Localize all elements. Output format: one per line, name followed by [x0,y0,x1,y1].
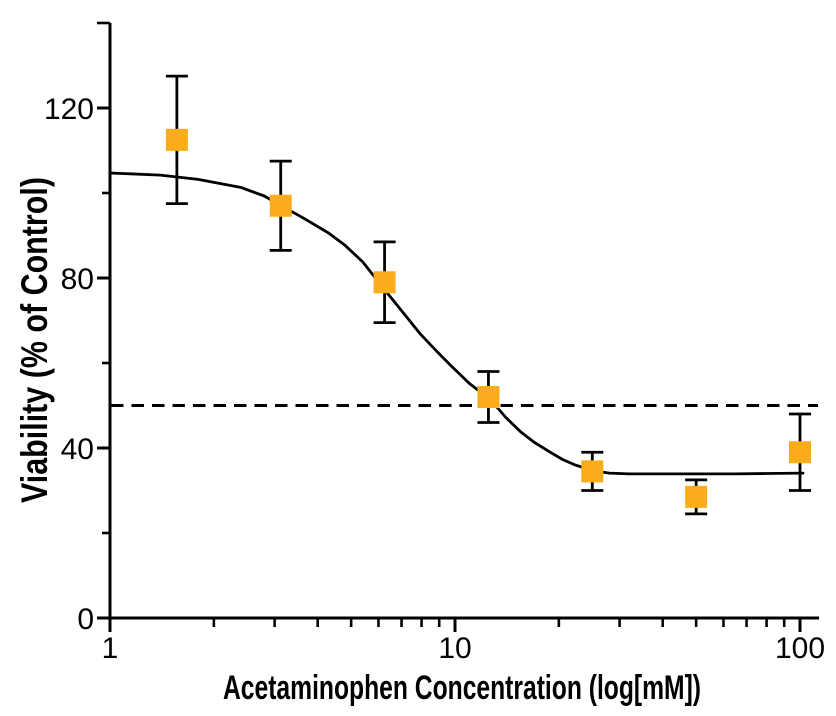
axis-lines [108,23,819,620]
data-point-marker [373,271,396,294]
data-point-marker [165,128,188,151]
x-tick-label: 1 [102,632,119,665]
data-point-marker [581,460,604,483]
data-point-marker [477,386,500,408]
y-axis-title: Viability (% of Control) [14,177,55,503]
x-tick-label: 100 [775,632,825,665]
y-tick-label: 120 [44,93,94,126]
y-tick-label: 0 [77,603,94,636]
x-axis-title: Acetaminophen Concentration (log[mM]) [223,669,701,707]
x-tick-label: 10 [438,632,471,665]
y-tick-label: 80 [61,263,94,296]
fit-curve [108,171,805,476]
data-point-marker [269,194,292,217]
y-tick-label: 40 [61,433,94,466]
data-point-marker [789,441,811,464]
data-point-marker [685,485,708,508]
